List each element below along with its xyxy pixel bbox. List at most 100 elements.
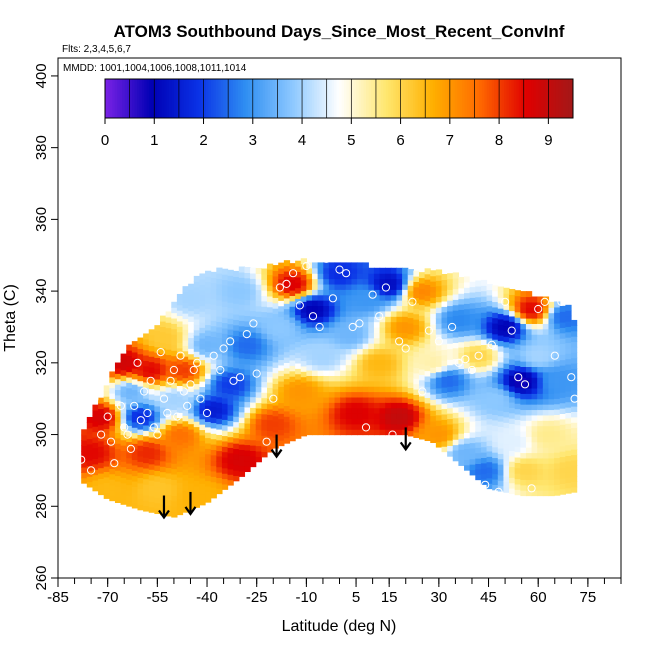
heatmap-cell <box>216 472 223 478</box>
heatmap-cell <box>255 440 262 447</box>
heatmap-cell <box>205 346 212 353</box>
heatmap-cell <box>160 439 167 446</box>
heatmap-cell <box>278 354 285 361</box>
heatmap-cell <box>542 430 550 437</box>
heatmap-cell <box>424 327 431 334</box>
heatmap-cell <box>272 361 279 368</box>
heatmap-cell <box>497 404 505 411</box>
heatmap-cell <box>238 288 246 294</box>
heatmap-cell <box>199 338 206 344</box>
heatmap-cell <box>114 464 122 471</box>
heatmap-cell <box>525 490 533 497</box>
observation-point <box>315 322 324 332</box>
heatmap-cell <box>492 419 499 426</box>
heatmap-cell <box>250 299 257 306</box>
heatmap-cell <box>554 398 561 405</box>
heatmap-cell <box>570 449 578 456</box>
heatmap-cell <box>424 408 431 415</box>
heatmap-cell <box>509 439 516 446</box>
colorbar-segment <box>437 79 441 118</box>
heatmap-cell <box>559 456 566 463</box>
heatmap-cell <box>480 414 488 421</box>
heatmap-cell <box>447 391 454 398</box>
heatmap-cell <box>492 376 499 383</box>
heatmap-cell <box>469 275 476 282</box>
heatmap-cell <box>520 355 527 362</box>
heatmap-cell <box>362 332 369 339</box>
heatmap-cell <box>182 286 189 293</box>
heatmap-cell <box>160 482 167 489</box>
heatmap-cell <box>137 439 144 446</box>
heatmap-cell <box>216 267 223 274</box>
heatmap-cell <box>373 310 381 317</box>
heatmap-cell <box>306 429 313 436</box>
heatmap-cell <box>424 279 431 286</box>
heatmap-cell <box>221 408 229 415</box>
heatmap-cell <box>278 413 285 420</box>
heatmap-cell <box>227 312 234 319</box>
heatmap-cell <box>407 269 414 276</box>
heatmap-cell <box>447 273 454 280</box>
heatmap-cell <box>312 294 319 301</box>
heatmap-cell <box>525 441 533 448</box>
heatmap-cell <box>351 305 358 312</box>
observation-point <box>328 294 337 303</box>
heatmap-cell <box>160 417 167 424</box>
heatmap-cell <box>120 396 127 403</box>
heatmap-cell <box>418 325 426 332</box>
heatmap-cell <box>475 366 482 373</box>
heatmap-cell <box>154 421 161 428</box>
heatmap-cell <box>188 391 195 398</box>
heatmap-cell <box>148 415 155 422</box>
heatmap-cell <box>525 452 533 459</box>
heatmap-cell <box>300 279 307 286</box>
y-tick-label: 280 <box>33 494 50 519</box>
heatmap-cell <box>497 345 505 352</box>
heatmap-cell <box>334 316 341 323</box>
heatmap-cell <box>295 298 302 305</box>
heatmap-cell <box>227 458 234 465</box>
heatmap-cell <box>300 338 307 345</box>
heatmap-cell <box>250 342 257 349</box>
heatmap-cell <box>182 409 189 416</box>
heatmap-cell <box>475 409 482 416</box>
heatmap-cell <box>430 356 437 363</box>
heatmap-cell <box>278 424 285 430</box>
heatmap-cell <box>357 396 364 403</box>
heatmap-cell <box>486 397 493 404</box>
heatmap-cell <box>351 294 358 301</box>
heatmap-cell <box>340 359 347 366</box>
heatmap-cell <box>255 343 262 350</box>
heatmap-cell <box>143 398 150 404</box>
heatmap-cell <box>205 437 212 444</box>
heatmap-cell <box>86 443 94 450</box>
heatmap-cell <box>537 328 544 335</box>
heatmap-cell <box>250 461 257 468</box>
heatmap-cell <box>514 489 521 496</box>
heatmap-cell <box>570 379 578 386</box>
heatmap-cell <box>171 511 178 518</box>
heatmap-cell <box>509 418 516 425</box>
heatmap-cell <box>188 434 195 441</box>
heatmap-cell <box>435 312 443 319</box>
heatmap-cell <box>182 463 189 470</box>
heatmap-cell <box>492 392 499 399</box>
heatmap-cell <box>525 393 533 400</box>
heatmap-cell <box>261 397 268 404</box>
heatmap-cell <box>373 429 381 436</box>
heatmap-cell <box>452 320 459 327</box>
heatmap-cell <box>548 361 555 368</box>
heatmap-cell <box>334 305 341 312</box>
heatmap-cell <box>452 412 459 419</box>
heatmap-cell <box>430 420 437 427</box>
heatmap-cell <box>306 370 313 376</box>
colorbar-segment <box>255 79 259 118</box>
heatmap-cell <box>396 423 403 430</box>
heatmap-cell <box>160 396 167 403</box>
heatmap-cell <box>373 375 381 382</box>
heatmap-cell <box>120 364 127 371</box>
heatmap-cell <box>295 357 302 364</box>
heatmap-cell <box>221 403 229 410</box>
heatmap-cell <box>238 374 246 381</box>
heatmap-cell <box>390 267 398 274</box>
